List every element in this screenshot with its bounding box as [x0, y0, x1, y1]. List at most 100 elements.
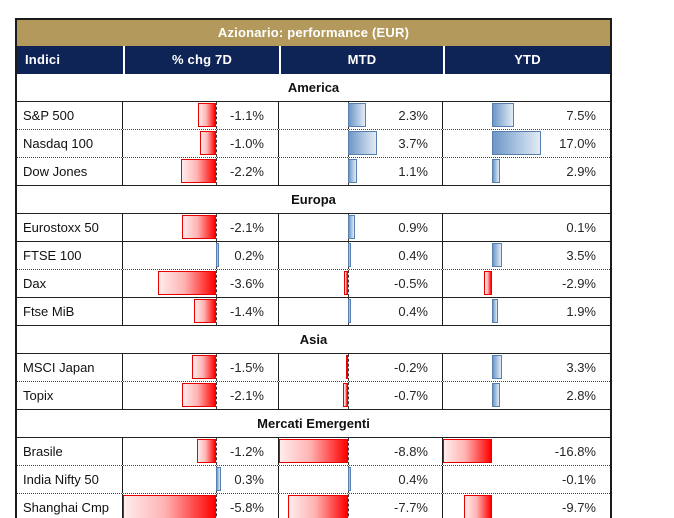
- value-text: 3.5%: [566, 248, 596, 263]
- table-row: Dax -3.6% -0.5% -2.9%: [17, 270, 610, 298]
- value-text: 1.1%: [398, 164, 428, 179]
- value-cell-7d: -2.2%: [123, 158, 279, 185]
- table-row: Dow Jones -2.2% 1.1% 2.9%: [17, 158, 610, 185]
- data-bar-positive: [348, 215, 355, 239]
- zero-axis-line: [348, 270, 349, 297]
- value-text: -0.7%: [394, 388, 428, 403]
- value-cell-ytd: 3.5%: [443, 242, 610, 269]
- value-cell-7d: -1.5%: [123, 354, 279, 381]
- value-text: -9.7%: [562, 500, 596, 515]
- index-label: MSCI Japan: [17, 354, 123, 381]
- value-text: -1.5%: [230, 360, 264, 375]
- zero-axis-line: [216, 354, 217, 381]
- data-bar-positive: [348, 467, 351, 491]
- value-text: 0.2%: [234, 248, 264, 263]
- value-cell-mtd: -7.7%: [279, 494, 443, 518]
- value-text: 2.9%: [566, 164, 596, 179]
- zero-axis-line: [216, 214, 217, 241]
- data-bar-positive: [492, 159, 500, 183]
- zero-axis-line: [348, 382, 349, 409]
- section-header-mercati-emergenti: Mercati Emergenti: [17, 409, 610, 438]
- value-text: 17.0%: [559, 136, 596, 151]
- index-label: Ftse MiB: [17, 298, 123, 325]
- data-bar-negative: [200, 131, 216, 155]
- table-title: Azionario: performance (EUR): [17, 20, 610, 46]
- performance-table: Azionario: performance (EUR) Indici % ch…: [15, 18, 612, 518]
- value-cell-7d: -1.2%: [123, 438, 279, 465]
- index-label: FTSE 100: [17, 242, 123, 269]
- zero-axis-line: [216, 158, 217, 185]
- value-cell-mtd: 2.3%: [279, 102, 443, 129]
- data-bar-negative: [443, 439, 492, 463]
- data-bar-negative: [182, 215, 216, 239]
- value-text: -1.4%: [230, 304, 264, 319]
- value-cell-ytd: 0.1%: [443, 214, 610, 241]
- zero-axis-line: [216, 494, 217, 518]
- value-text: -0.2%: [394, 360, 428, 375]
- value-cell-ytd: -16.8%: [443, 438, 610, 465]
- value-text: 0.4%: [398, 304, 428, 319]
- data-bar-negative: [288, 495, 348, 518]
- value-cell-mtd: -8.8%: [279, 438, 443, 465]
- value-text: 7.5%: [566, 108, 596, 123]
- data-bar-negative: [279, 439, 348, 463]
- data-bar-positive: [492, 103, 514, 127]
- index-label: Nasdaq 100: [17, 130, 123, 157]
- value-cell-7d: 0.2%: [123, 242, 279, 269]
- value-text: -1.1%: [230, 108, 264, 123]
- value-cell-7d: -3.6%: [123, 270, 279, 297]
- zero-axis-line: [216, 298, 217, 325]
- value-cell-7d: -1.0%: [123, 130, 279, 157]
- value-text: -16.8%: [554, 444, 596, 459]
- index-label: S&P 500: [17, 102, 123, 129]
- value-text: 0.9%: [398, 220, 428, 235]
- value-cell-7d: -2.1%: [123, 214, 279, 241]
- value-text: -3.6%: [230, 276, 264, 291]
- value-text: -0.5%: [394, 276, 428, 291]
- value-text: 1.9%: [566, 304, 596, 319]
- table-body: America S&P 500 -1.1% 2.3% 7.5% Nasdaq 100 -1.…: [17, 74, 610, 518]
- value-cell-ytd: -0.1%: [443, 466, 610, 493]
- column-header-7d: % chg 7D: [123, 46, 279, 74]
- zero-axis-line: [348, 354, 349, 381]
- value-cell-mtd: -0.7%: [279, 382, 443, 409]
- section-header-asia: Asia: [17, 325, 610, 354]
- value-text: 0.3%: [234, 472, 264, 487]
- value-text: -2.2%: [230, 164, 264, 179]
- zero-axis-line: [216, 270, 217, 297]
- data-bar-positive: [492, 243, 502, 267]
- table-row: MSCI Japan -1.5% -0.2% 3.3%: [17, 354, 610, 382]
- section-header-america: America: [17, 74, 610, 102]
- data-bar-negative: [343, 383, 348, 407]
- data-bar-negative: [182, 383, 216, 407]
- data-bar-negative: [192, 355, 216, 379]
- index-label: Dow Jones: [17, 158, 123, 185]
- data-bar-positive: [492, 131, 541, 155]
- table-row: Shanghai Cmp -5.8% -7.7% -9.7%: [17, 494, 610, 518]
- index-label: Eurostoxx 50: [17, 214, 123, 241]
- value-cell-mtd: 0.4%: [279, 242, 443, 269]
- table-row: Eurostoxx 50 -2.1% 0.9% 0.1%: [17, 214, 610, 242]
- data-bar-positive: [348, 299, 351, 323]
- zero-axis-line: [216, 382, 217, 409]
- value-cell-ytd: 2.9%: [443, 158, 610, 185]
- data-bar-positive: [348, 243, 351, 267]
- data-bar-negative: [344, 271, 348, 295]
- column-header-mtd: MTD: [279, 46, 443, 74]
- value-cell-mtd: -0.5%: [279, 270, 443, 297]
- value-cell-mtd: 0.4%: [279, 298, 443, 325]
- data-bar-negative: [197, 439, 216, 463]
- data-bar-negative: [346, 355, 348, 379]
- value-text: 3.7%: [398, 136, 428, 151]
- value-cell-ytd: 3.3%: [443, 354, 610, 381]
- value-text: -2.1%: [230, 220, 264, 235]
- value-cell-ytd: 7.5%: [443, 102, 610, 129]
- value-cell-7d: -1.1%: [123, 102, 279, 129]
- value-text: -2.9%: [562, 276, 596, 291]
- zero-axis-line: [216, 102, 217, 129]
- data-bar-negative: [194, 299, 216, 323]
- value-cell-mtd: 3.7%: [279, 130, 443, 157]
- data-bar-negative: [158, 271, 216, 295]
- value-text: -8.8%: [394, 444, 428, 459]
- value-cell-mtd: -0.2%: [279, 354, 443, 381]
